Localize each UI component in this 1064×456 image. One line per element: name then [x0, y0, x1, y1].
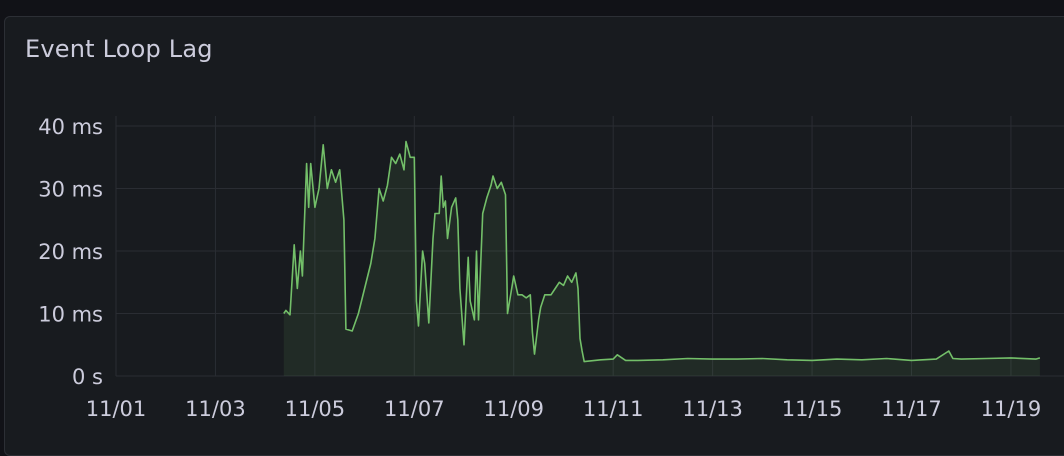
x-tick-label: 11/09: [483, 397, 544, 421]
y-tick-label: 30 ms: [38, 178, 103, 202]
series-line: [283, 140, 1041, 363]
x-tick-label: 11/01: [86, 397, 147, 421]
chart-panel: Event Loop Lag: [4, 16, 1064, 456]
y-tick-label: 0 s: [72, 365, 103, 389]
x-tick-label: 11/07: [384, 397, 445, 421]
x-tick-label: 11/19: [981, 397, 1042, 421]
grid: [115, 116, 1064, 377]
series-layer: [283, 140, 1041, 376]
x-tick-label: 11/17: [881, 397, 942, 421]
series-area: [283, 141, 1040, 376]
y-tick-label: 10 ms: [38, 303, 103, 327]
panel-title: Event Loop Lag: [25, 35, 213, 63]
x-tick-label: 11/15: [782, 397, 843, 421]
x-tick-label: 11/03: [185, 397, 246, 421]
y-tick-label: 40 ms: [38, 115, 103, 139]
y-tick-label: 20 ms: [38, 240, 103, 264]
x-tick-label: 11/05: [285, 397, 346, 421]
x-tick-label: 11/13: [682, 397, 743, 421]
x-axis: 11/01 11/03 11/05 11/07 11/09 11/11 11/13 11/15…: [86, 397, 1041, 421]
y-axis: 0 s 10 ms 20 ms 30 ms 40 ms: [38, 115, 103, 389]
x-tick-label: 11/11: [583, 397, 644, 421]
